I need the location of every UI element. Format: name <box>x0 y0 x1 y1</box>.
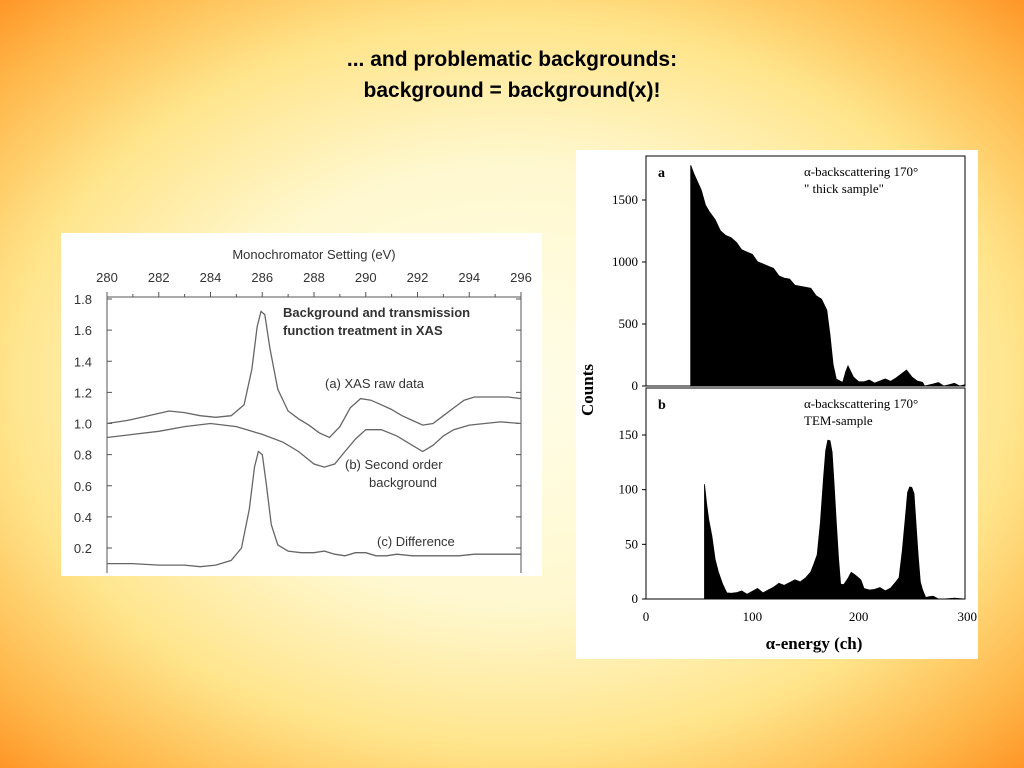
xas-x-tick-label: 284 <box>200 270 222 285</box>
rbs-y-tick-label: 150 <box>619 427 639 442</box>
xas-x-tick-label: 294 <box>458 270 480 285</box>
xas-series-line <box>106 421 522 468</box>
rbs-y-tick-label: 1500 <box>612 192 638 207</box>
xas-chart-panel: Monochromator Setting (eV) 280 282 284 286 28… <box>61 233 542 576</box>
rbs-panel-label: a <box>658 166 665 181</box>
xas-series-line <box>107 450 521 568</box>
rbs-y-tick-label: 0 <box>632 378 639 393</box>
rbs-x-tick-label: 0 <box>643 609 650 624</box>
xas-y-tick-label: 1.0 <box>74 417 92 432</box>
xas-y-tick-label: 1.2 <box>74 385 92 400</box>
rbs-panel-label: b <box>658 398 666 413</box>
rbs-y-tick-label: 0 <box>632 591 639 606</box>
xas-x-tick-label: 286 <box>251 270 273 285</box>
xas-series-label: (b) Second order <box>345 457 443 472</box>
xas-y-tick-label: 1.4 <box>74 354 92 369</box>
rbs-y-tick-label: 500 <box>619 316 639 331</box>
slide-title-line1: ... and problematic backgrounds: <box>346 48 678 71</box>
rbs-y-tick-label: 1000 <box>612 254 638 269</box>
rbs-y-tick-label: 100 <box>619 482 639 497</box>
xas-y-tick-label: 1.8 <box>74 292 92 307</box>
rbs-y-axis-label: Counts <box>578 364 597 416</box>
rbs-x-tick-label: 200 <box>849 609 869 624</box>
xas-series-label: (a) XAS raw data <box>325 376 425 391</box>
xas-x-tick-label: 288 <box>303 270 325 285</box>
xas-series-label: background <box>369 475 437 490</box>
xas-x-tick-label: 296 <box>510 270 532 285</box>
xas-series-label: (c) Difference <box>377 534 455 549</box>
rbs-x-tick-label: 300 <box>958 609 978 624</box>
rbs-chart-panel: 0 500 1000 1500 a α-backscattering 170° " thic… <box>576 150 978 659</box>
rbs-panel-annotation: " thick sample" <box>804 181 884 196</box>
xas-x-tick-label: 282 <box>148 270 170 285</box>
rbs-x-axis-label: α-energy (ch) <box>766 634 863 653</box>
rbs-panel-annotation: α-backscattering 170° <box>804 396 918 411</box>
xas-y-tick-label: 0.8 <box>74 448 92 463</box>
rbs-histogram-b <box>704 439 966 600</box>
xas-y-tick-label: 0.2 <box>74 541 92 556</box>
slide-title-line2: background = background(x)! <box>363 79 661 102</box>
rbs-y-tick-label: 50 <box>625 536 638 551</box>
xas-y-tick-label: 0.6 <box>74 479 92 494</box>
xas-chart: Monochromator Setting (eV) 280 282 284 286 28… <box>74 247 532 573</box>
xas-axis-label: Monochromator Setting (eV) <box>232 247 395 262</box>
rbs-histogram-a <box>690 165 966 387</box>
xas-chart-title: Background and transmission <box>283 305 470 320</box>
slide-title: ... and problematic backgrounds: backgro… <box>0 44 1024 106</box>
rbs-panel-annotation: α-backscattering 170° <box>804 164 918 179</box>
xas-series-line <box>106 310 522 439</box>
rbs-panel-annotation: TEM-sample <box>804 413 873 428</box>
xas-x-tick-label: 280 <box>96 270 118 285</box>
xas-x-tick-label: 292 <box>407 270 429 285</box>
rbs-x-tick-label: 100 <box>743 609 763 624</box>
xas-x-tick-label: 290 <box>355 270 377 285</box>
xas-chart-title: function treatment in XAS <box>283 323 443 338</box>
xas-y-tick-label: 0.4 <box>74 510 92 525</box>
xas-y-tick-label: 1.6 <box>74 323 92 338</box>
